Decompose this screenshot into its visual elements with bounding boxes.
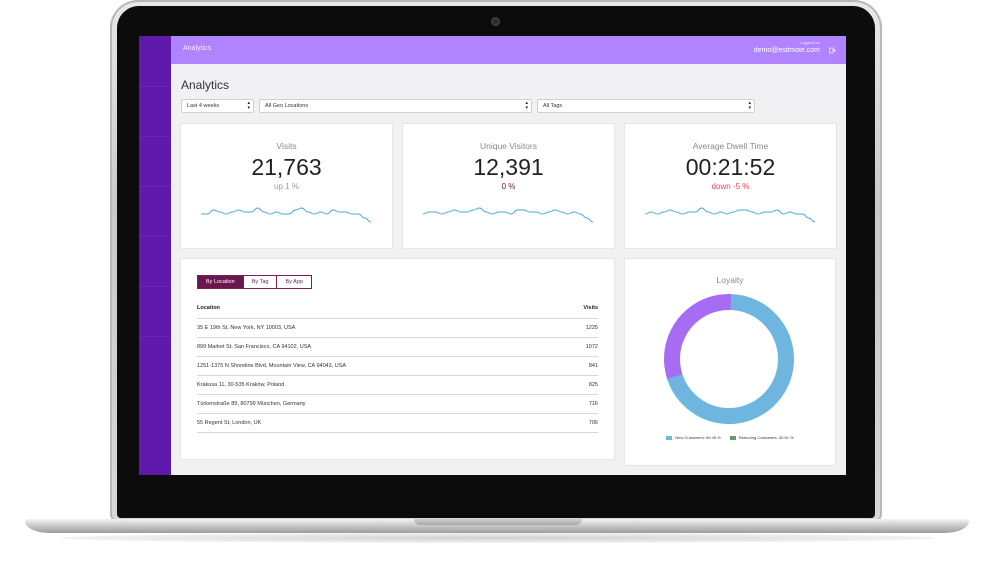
- stat-value: 00:21:52: [685, 154, 776, 180]
- row-location: 35 E 19th St, New York, NY 10003, USA: [197, 325, 296, 331]
- row-visits: 716: [588, 401, 598, 407]
- stat-label: Average Dwell Time: [692, 141, 769, 151]
- row-location: Türkenstraße 89, 80799 München, Germany: [197, 401, 306, 407]
- table-row[interactable]: 35 E 19th St, New York, NY 10003, USA 12…: [197, 318, 598, 338]
- laptop-shadow: [60, 533, 936, 543]
- row-location: 55 Regent St, London, UK: [197, 420, 262, 426]
- stat-value: 21,763: [251, 154, 322, 180]
- row-visits: 706: [588, 420, 598, 426]
- sparkline-chart: [645, 207, 815, 223]
- stat-card-unique-visitors: Unique Visitors 12,391 0 %: [403, 124, 614, 248]
- topbar-title: Analytics: [183, 45, 212, 52]
- sparkline-chart: [201, 207, 371, 223]
- table-row[interactable]: 899 Market St, San Francisco, CA 94102, …: [197, 337, 598, 357]
- donut-segment-returning[interactable]: [663, 293, 795, 425]
- laptop-base: [25, 519, 969, 533]
- legend-swatch: [729, 435, 736, 440]
- location-select[interactable]: All Geo Locations ▴ ▾: [259, 99, 532, 113]
- sidebar-item[interactable]: [139, 86, 171, 137]
- legend-swatch: [666, 435, 673, 440]
- stat-card-visits: Visits 21,763 up 1 %: [181, 124, 392, 248]
- legend-label: New Customers: 69.45 %: [675, 435, 721, 440]
- sparkline-series: [645, 207, 815, 223]
- stat-change: 0 %: [501, 182, 516, 191]
- legend-label: Returning Customers: 30.51 %: [738, 435, 794, 440]
- camera: [491, 17, 500, 26]
- column-header-visits[interactable]: Visits: [583, 305, 598, 311]
- row-location: Krakusa 11, 30-535 Kraków, Poland: [197, 382, 285, 388]
- table-header: Location Visits: [197, 305, 598, 315]
- row-visits: 825: [588, 382, 598, 388]
- loyalty-card: Loyalty New Customers: 69.45 % Returning…: [625, 259, 835, 465]
- visits-table-card: By Location By Tag By App Location Visit…: [181, 259, 614, 459]
- row-location: 899 Market St, San Francisco, CA 94102, …: [197, 344, 312, 350]
- tab-by-location[interactable]: By Location: [197, 275, 244, 289]
- stat-value: 12,391: [473, 154, 544, 180]
- stat-label: Unique Visitors: [479, 141, 537, 151]
- app-screen: Analytics Logged in as demo@estimote.com…: [139, 36, 846, 475]
- table-row[interactable]: Krakusa 11, 30-535 Kraków, Poland 825: [197, 375, 598, 395]
- loyalty-legend: New Customers: 69.45 % Returning Custome…: [625, 435, 835, 440]
- user-email[interactable]: demo@estimote.com: [753, 47, 820, 54]
- tab-by-app[interactable]: By App: [277, 275, 312, 289]
- sidebar-item[interactable]: [139, 136, 171, 187]
- stat-change: down -5 %: [711, 182, 750, 191]
- row-visits: 841: [588, 363, 598, 369]
- tags-select[interactable]: All Tags ▴ ▾: [537, 99, 755, 113]
- sidebar-item[interactable]: [139, 36, 171, 87]
- stat-change: up 1 %: [274, 182, 299, 191]
- table-row[interactable]: 1251-1375 N Shoreline Blvd, Mountain Vie…: [197, 356, 598, 376]
- laptop-notch: [414, 519, 582, 525]
- select-arrows-icon: ▴ ▾: [525, 100, 528, 111]
- select-arrows-icon: ▴ ▾: [748, 100, 751, 111]
- row-visits: 1072: [585, 344, 598, 350]
- table-row[interactable]: Türkenstraße 89, 80799 München, Germany …: [197, 394, 598, 414]
- row-location: 1251-1375 N Shoreline Blvd, Mountain Vie…: [197, 363, 347, 369]
- sparkline-chart: [423, 207, 593, 223]
- logout-icon[interactable]: [829, 47, 836, 54]
- column-header-location[interactable]: Location: [197, 305, 220, 311]
- loyalty-donut-chart: [663, 293, 795, 425]
- tab-by-tag[interactable]: By Tag: [243, 275, 278, 289]
- page-title: Analytics: [181, 78, 230, 92]
- sidebar-item[interactable]: [139, 286, 171, 337]
- stat-card-dwell-time: Average Dwell Time 00:21:52 down -5 %: [625, 124, 836, 248]
- top-bar: Analytics Logged in as demo@estimote.com: [171, 36, 846, 64]
- stat-label: Visits: [276, 141, 297, 151]
- sparkline-series: [201, 207, 371, 223]
- view-tabs: By Location By Tag By App: [197, 275, 312, 289]
- tags-select-value: All Tags: [543, 103, 563, 109]
- period-select[interactable]: Last 4 weeks ▴ ▾: [181, 99, 254, 113]
- sidebar-item[interactable]: [139, 186, 171, 237]
- table-row[interactable]: 55 Regent St, London, UK 706: [197, 413, 598, 433]
- table-bottom-divider: [197, 432, 598, 433]
- location-select-value: All Geo Locations: [265, 103, 309, 109]
- select-arrows-icon: ▴ ▾: [247, 100, 250, 111]
- row-visits: 1225: [585, 325, 598, 331]
- sparkline-series: [423, 207, 593, 223]
- legend-item-new: New Customers: 69.45 %: [666, 435, 721, 440]
- sidebar: [139, 36, 171, 475]
- legend-item-returning: Returning Customers: 30.51 %: [729, 435, 794, 440]
- period-select-value: Last 4 weeks: [187, 103, 220, 109]
- sidebar-item[interactable]: [139, 236, 171, 287]
- loyalty-title: Loyalty: [716, 275, 744, 285]
- logged-in-label: Logged in as: [799, 41, 820, 45]
